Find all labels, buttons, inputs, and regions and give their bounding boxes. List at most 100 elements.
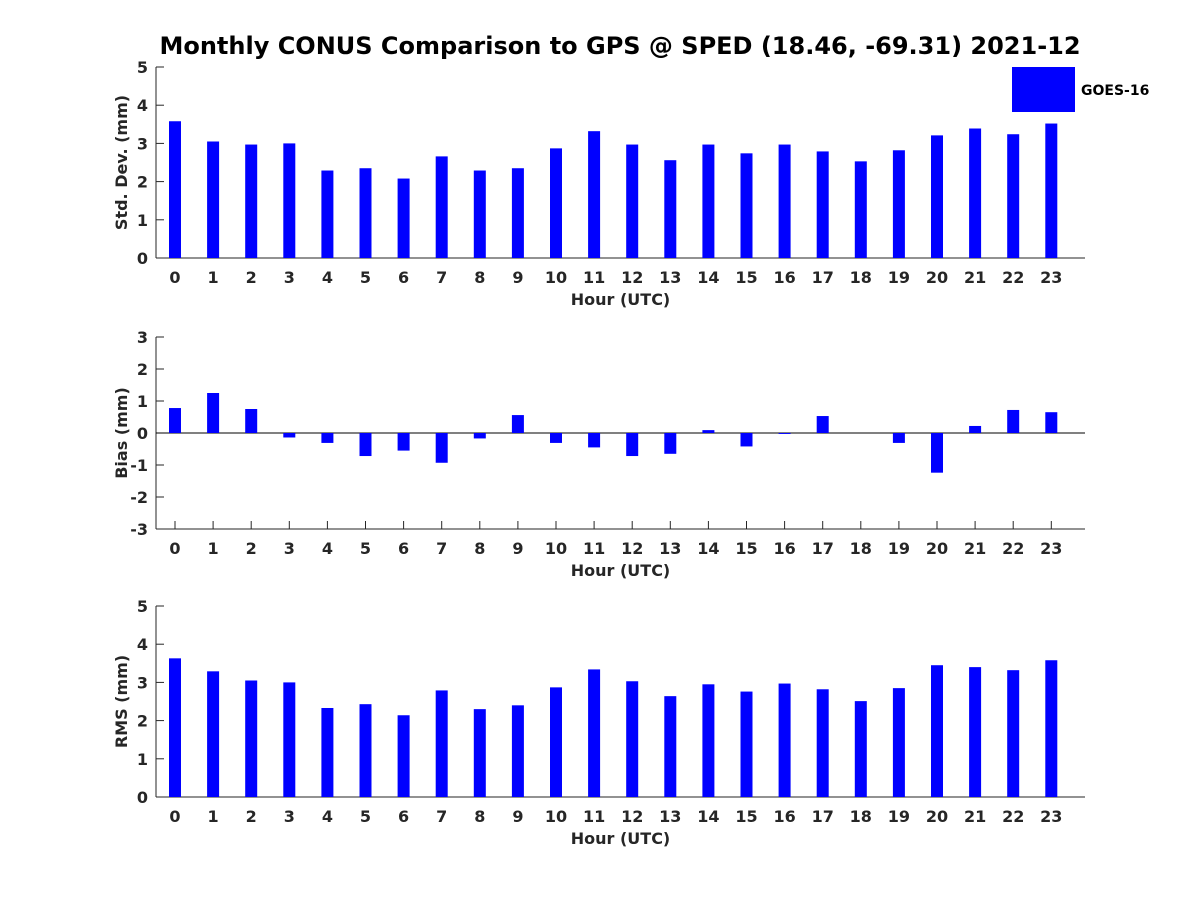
bar-hour-2: [245, 680, 258, 797]
bar-hour-11: [588, 433, 601, 448]
bar-hour-15: [740, 153, 753, 258]
y-tick-label: 1: [137, 392, 148, 411]
x-tick-label: 9: [512, 268, 523, 287]
x-tick-label: 2: [246, 268, 257, 287]
x-tick-label: 19: [888, 268, 910, 287]
x-tick-label: 0: [169, 807, 180, 826]
bar-hour-2: [245, 409, 258, 433]
bar-hour-23: [1045, 660, 1058, 797]
x-tick-label: 17: [812, 268, 834, 287]
bar-hour-3: [283, 143, 296, 258]
x-tick-label: 6: [398, 539, 409, 558]
bar-hour-8: [473, 433, 486, 439]
x-tick-label: 21: [964, 268, 986, 287]
x-tick-label: 9: [512, 539, 523, 558]
bar-hour-9: [511, 168, 524, 258]
bar-hour-13: [664, 696, 677, 797]
x-axis-label: Hour (UTC): [571, 829, 671, 848]
x-tick-label: 13: [659, 539, 681, 558]
y-axis-label: Std. Dev. (mm): [112, 95, 131, 230]
x-tick-label: 6: [398, 807, 409, 826]
x-tick-label: 1: [208, 807, 219, 826]
y-tick-label: 3: [137, 328, 148, 347]
bar-hour-12: [626, 433, 639, 457]
x-tick-label: 18: [850, 268, 872, 287]
bar-hour-13: [664, 433, 677, 454]
x-tick-label: 20: [926, 807, 948, 826]
y-tick-label: 5: [137, 597, 148, 616]
bar-hour-7: [435, 433, 448, 463]
x-tick-label: 8: [474, 268, 485, 287]
x-tick-label: 12: [621, 268, 643, 287]
legend: GOES-16: [1012, 67, 1149, 112]
x-tick-label: 12: [621, 539, 643, 558]
x-tick-label: 11: [583, 539, 605, 558]
x-tick-label: 3: [284, 807, 295, 826]
y-tick-label: 0: [137, 424, 148, 443]
x-tick-label: 18: [850, 539, 872, 558]
y-tick-label: 0: [137, 249, 148, 268]
bar-hour-16: [778, 683, 791, 797]
bar-hour-19: [892, 433, 905, 443]
legend-label: GOES-16: [1081, 83, 1149, 99]
x-tick-label: 10: [545, 268, 567, 287]
bar-hour-9: [511, 705, 524, 797]
y-tick-label: 0: [137, 788, 148, 807]
y-tick-label: 2: [137, 173, 148, 192]
x-tick-label: 5: [360, 268, 371, 287]
bar-hour-4: [321, 707, 334, 797]
x-tick-label: 4: [322, 268, 333, 287]
bar-hour-3: [283, 682, 296, 797]
bar-hour-8: [473, 709, 486, 797]
bar-hour-5: [359, 168, 372, 258]
bar-hour-10: [550, 687, 562, 797]
bar-hour-16: [778, 144, 791, 258]
x-tick-label: 14: [697, 539, 719, 558]
y-axis-label: Bias (mm): [112, 387, 131, 479]
x-tick-label: 11: [583, 807, 605, 826]
x-tick-label: 17: [812, 539, 834, 558]
x-tick-label: 23: [1040, 807, 1062, 826]
x-tick-label: 14: [697, 807, 719, 826]
legend-swatch: [1012, 67, 1075, 112]
bar-hour-1: [207, 393, 220, 433]
bar-hour-13: [664, 160, 677, 258]
x-tick-label: 13: [659, 807, 681, 826]
bar-hour-5: [359, 704, 372, 797]
x-tick-label: 22: [1002, 268, 1024, 287]
bar-hour-21: [969, 128, 982, 258]
bar-hour-7: [435, 690, 448, 797]
x-tick-label: 21: [964, 807, 986, 826]
bar-hour-15: [740, 433, 753, 447]
bar-hour-18: [854, 701, 867, 797]
x-tick-label: 7: [436, 539, 447, 558]
bar-hour-10: [550, 148, 562, 258]
bar-hour-1: [207, 141, 220, 258]
bar-hour-21: [969, 425, 982, 433]
x-tick-label: 8: [474, 539, 485, 558]
x-tick-label: 17: [812, 807, 834, 826]
bar-hour-19: [892, 150, 905, 258]
x-tick-label: 3: [284, 268, 295, 287]
bar-hour-23: [1045, 412, 1058, 433]
bar-hour-23: [1045, 123, 1058, 258]
bar-hour-11: [588, 131, 601, 258]
bar-hour-21: [969, 667, 982, 797]
x-tick-label: 16: [773, 539, 795, 558]
bar-hour-14: [702, 430, 715, 433]
x-tick-label: 7: [436, 807, 447, 826]
bar-hour-16: [778, 433, 791, 434]
x-tick-label: 2: [246, 807, 257, 826]
y-tick-label: 5: [137, 58, 148, 77]
y-tick-label: 4: [137, 635, 148, 654]
bar-hour-6: [397, 433, 410, 451]
x-tick-label: 21: [964, 539, 986, 558]
x-tick-label: 22: [1002, 539, 1024, 558]
y-tick-label: 3: [137, 673, 148, 692]
x-tick-label: 22: [1002, 807, 1024, 826]
x-tick-label: 0: [169, 539, 180, 558]
